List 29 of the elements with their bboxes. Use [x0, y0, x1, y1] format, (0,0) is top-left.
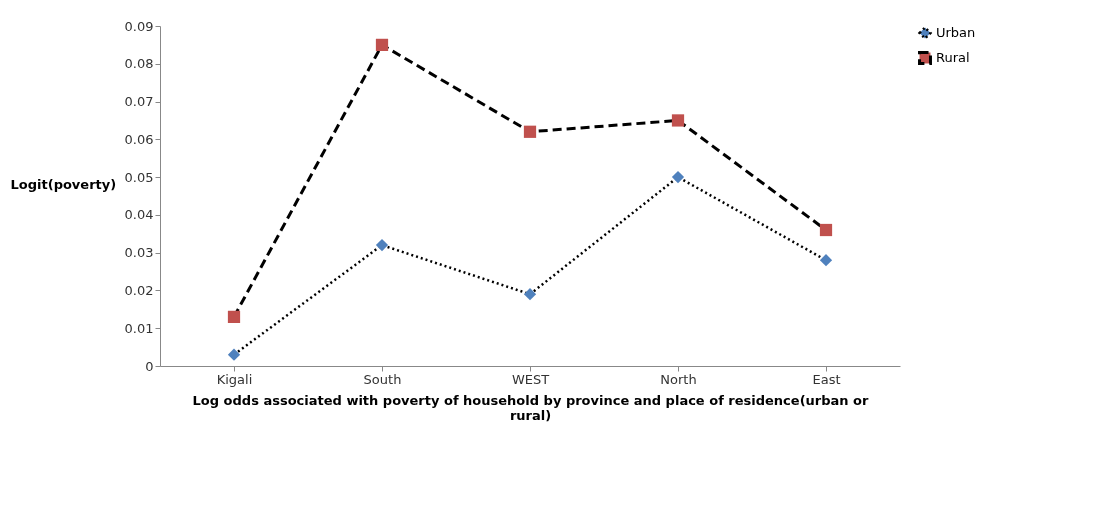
y-tick-label: 0.05 [124, 169, 154, 185]
y-axis-title: Logit(poverty) [10, 176, 117, 192]
x-tick-label: South [363, 371, 402, 387]
point [819, 254, 833, 267]
point [671, 170, 685, 184]
x-tick-label: North [660, 371, 697, 387]
y-tick-label: 0.02 [124, 282, 154, 298]
y-tick-label: 0.01 [124, 320, 154, 336]
x-tick-label: WEST [511, 371, 550, 387]
y-tick-label: 0 [145, 358, 154, 374]
point [523, 288, 537, 301]
y-tick-label: 0.09 [124, 18, 154, 34]
y-tick-label: 0.03 [124, 245, 154, 261]
x-tick-label: East [812, 371, 841, 387]
y-tick-label: 0.07 [124, 94, 154, 110]
y-tick-label: 0.06 [124, 131, 154, 147]
point [227, 348, 241, 361]
x-tick-label: Kigali [216, 371, 253, 387]
point [523, 125, 537, 138]
y-tick-label: 0.08 [124, 56, 154, 72]
point [375, 38, 389, 52]
point [819, 223, 833, 237]
y-tick-label: 0.04 [124, 207, 154, 223]
legend-label: Rural [936, 50, 970, 65]
point [227, 310, 241, 324]
point [671, 114, 685, 127]
point [375, 238, 389, 252]
legend-label: Urban [936, 25, 976, 40]
x-axis-title: Log odds associated with poverty of household by province and place of residence(urban or rural) [192, 392, 870, 423]
